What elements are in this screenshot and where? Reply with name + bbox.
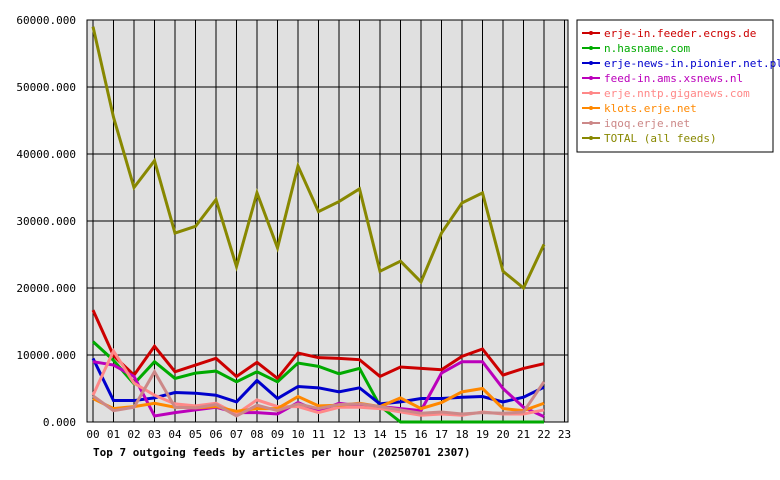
y-tick-label: 10000.000 [16,349,76,362]
legend-box [576,19,774,153]
x-tick-label: 16 [414,428,427,441]
x-tick-label: 00 [86,428,99,441]
legend-marker [589,46,593,50]
series-line-6 [92,368,546,418]
legend-marker [589,31,593,35]
y-tick-label: 30000.000 [16,215,76,228]
x-tick-label: 15 [394,428,407,441]
legend-marker [589,106,593,110]
x-tick-label: 20 [496,428,509,441]
series-line-7 [91,26,546,291]
x-tick-label: 22 [537,428,550,441]
x-tick-label: 02 [127,428,140,441]
legend-marker [589,61,593,65]
x-tick-label: 05 [189,428,202,441]
legend-label: erje-news-in.pionier.net.pl [604,57,780,70]
legend-marker [589,91,593,95]
series-line-0 [91,309,545,381]
x-tick-label: 12 [332,428,345,441]
x-tick-label: 03 [148,428,161,441]
x-tick-label: 19 [476,428,489,441]
chart-title: Top 7 outgoing feeds by articles per hou… [93,446,471,459]
x-axis-tick-labels: 00 01 02 03 04 05 06 07 08 09 10 11 12 13 14 15 16 17 18 19… [86,428,571,441]
x-tick-label: 21 [517,428,530,441]
legend-label: iqoq.erje.net [604,117,690,130]
legend: erje-in.feeder.ecngs.de n.hasname.com erje… [582,27,780,145]
x-tick-label: 17 [435,428,448,441]
series-line-5 [92,386,545,413]
x-tick-label: 23 [558,428,571,441]
legend-label: n.hasname.com [604,42,690,55]
x-tick-label: 18 [455,428,468,441]
x-tick-label: 10 [291,428,304,441]
y-tick-label: 20000.000 [16,282,76,295]
y-tick-label: 40000.000 [16,148,76,161]
series-lines [91,26,546,424]
x-tick-label: 13 [353,428,366,441]
x-tick-label: 08 [250,428,263,441]
series-line-1 [91,340,544,424]
y-axis-tick-labels: 0.000 10000.000 20000.000 30000.000 40000.00… [16,14,76,429]
x-tick-label: 06 [209,428,222,441]
x-tick-label: 14 [373,428,387,441]
legend-label: klots.erje.net [604,102,697,115]
legend-marker [589,121,593,125]
legend-label: TOTAL (all feeds) [604,132,717,145]
legend-label: erje-in.feeder.ecngs.de [604,27,756,40]
legend-marker [589,136,593,140]
y-tick-label: 50000.000 [16,81,76,94]
x-tick-label: 09 [271,428,284,441]
legend-label: erje.nntp.giganews.com [604,87,750,100]
y-tick-label: 60000.000 [16,14,76,27]
x-tick-label: 01 [107,428,120,441]
y-tick-label: 0.000 [43,416,76,429]
legend-label: feed-in.ams.xsnews.nl [604,72,743,85]
legend-marker [589,76,593,80]
x-tick-label: 04 [168,428,182,441]
x-tick-label: 11 [312,428,325,441]
x-tick-label: 07 [230,428,243,441]
